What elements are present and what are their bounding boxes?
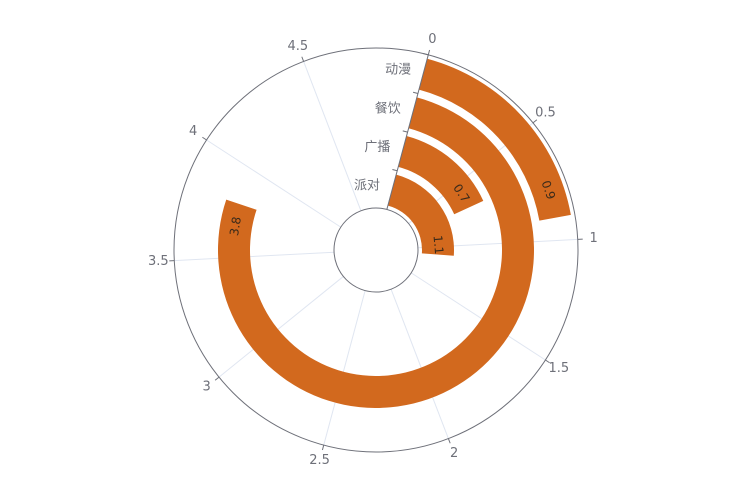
radial-gridline: [390, 289, 449, 439]
angle-tick: [545, 359, 550, 364]
angle-tick-label: 0: [428, 32, 436, 47]
angle-tick-label: 2: [450, 446, 458, 461]
angle-tick: [202, 136, 207, 141]
category-label: 派对: [354, 179, 380, 194]
angle-tick: [447, 438, 451, 444]
radius-tick: [402, 130, 408, 133]
radius-tick: [392, 169, 398, 172]
category-label: 动漫: [385, 63, 411, 78]
category-label: 餐饮: [375, 100, 401, 116]
data-label: 0.9: [539, 179, 559, 202]
angle-tick-label: 3.5: [148, 254, 169, 269]
angle-tick-label: 4.5: [288, 39, 309, 54]
angle-tick-label: 4: [189, 124, 197, 139]
angle-tick-label: 0.5: [535, 105, 556, 120]
angle-tick-label: 3: [202, 380, 210, 395]
radial-gridline: [206, 139, 342, 228]
radius-axis-line: [386, 54, 429, 210]
bar-派对: [387, 174, 454, 256]
angle-tick-label: 2.5: [309, 453, 330, 468]
inner-axis-circle: [333, 207, 419, 293]
angle-tick: [321, 444, 325, 451]
bar-动漫: [418, 58, 571, 221]
data-label: 1.1: [431, 235, 447, 255]
outer-axis-circle: [173, 47, 579, 453]
radial-gridline: [218, 276, 344, 378]
radial-gridline: [410, 272, 546, 361]
bar-广播: [398, 136, 484, 215]
angle-tick-label: 1.5: [548, 361, 569, 376]
radial-gridline: [174, 251, 335, 262]
radius-tick: [412, 91, 419, 95]
bar-layer: [217, 58, 571, 408]
angle-tick: [301, 56, 305, 62]
angle-tick-label: 1: [590, 231, 598, 246]
category-label: 广播: [364, 140, 390, 155]
radius-tick: [423, 53, 429, 56]
radial-gridline: [323, 290, 366, 446]
angle-tick: [214, 376, 220, 381]
data-label: 3.8: [227, 216, 244, 237]
radial-gridline: [303, 61, 362, 211]
angle-tick: [427, 49, 431, 56]
angle-tick: [532, 119, 538, 124]
axis-layer: [169, 47, 583, 453]
